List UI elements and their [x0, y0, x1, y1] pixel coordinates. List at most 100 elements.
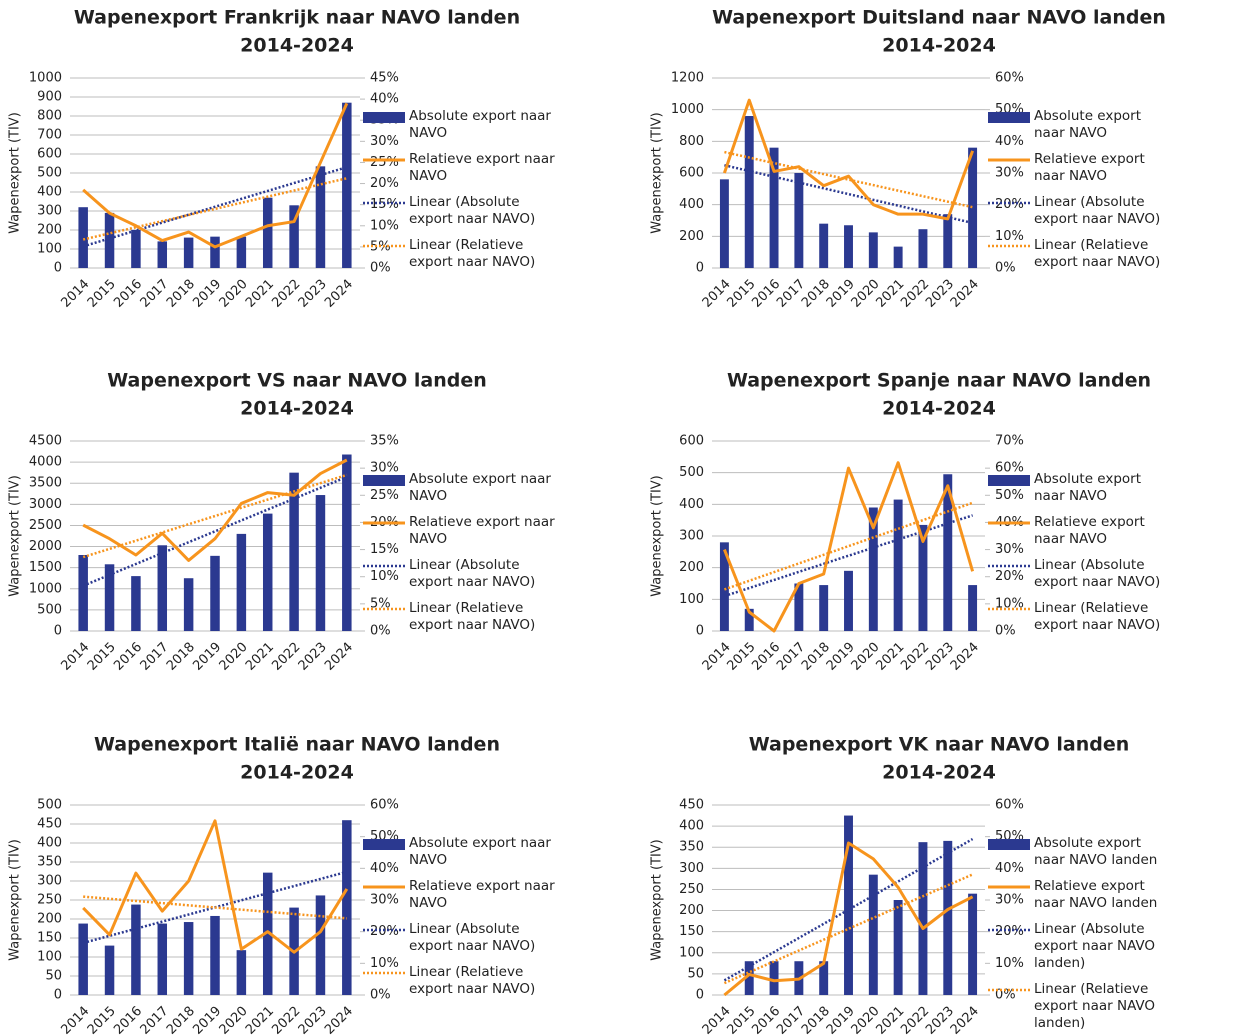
x-tick-label: 2020: [849, 277, 883, 311]
y-tick-label: 350: [37, 855, 62, 870]
bar: [262, 872, 273, 995]
x-tick-label: 2019: [824, 640, 858, 674]
x-tick-label: 2019: [190, 277, 224, 311]
x-tick-label: 2014: [700, 277, 734, 311]
legend-entry: Relatieve export naar NAVO landen: [1034, 878, 1157, 911]
legend-entry: Linear (Relatieve export naar NAVO): [409, 600, 536, 633]
x-tick-label: 2019: [190, 1004, 224, 1036]
y2-tick-label: 40%: [995, 861, 1024, 876]
bar: [719, 542, 729, 631]
legend-entry: Linear (Absolute export naar NAVO): [409, 921, 535, 954]
y2-tick-label: 30%: [995, 166, 1024, 181]
x-tick-label: 2014: [58, 277, 92, 311]
x-tick-label: 2022: [269, 640, 303, 674]
y-tick-label: 0: [696, 261, 704, 276]
y2-tick-label: 40%: [370, 92, 399, 107]
bar: [844, 815, 853, 995]
bar: [157, 241, 168, 268]
y2-tick-label: 30%: [370, 134, 399, 149]
y-tick-label: 900: [37, 90, 62, 105]
legend-label: Linear (Absolute export naar NAVO): [409, 194, 536, 227]
trendline: [83, 895, 347, 920]
bar: [744, 116, 754, 268]
x-tick-label: 2014: [58, 1004, 92, 1036]
y-axis-title: Wapenexport (TIV): [650, 112, 665, 234]
x-tick-label: 2017: [138, 277, 172, 311]
y2-tick-label: 10%: [995, 956, 1024, 971]
y-tick-label: 0: [696, 988, 704, 1003]
y-tick-label: 300: [679, 861, 704, 876]
x-tick-label: 2022: [898, 277, 932, 311]
bar: [868, 874, 878, 995]
legend-label: Linear (Relatieve export naar NAVO lande…: [1034, 981, 1156, 1031]
legend-label: Linear (Relatieve export naar NAVO): [409, 600, 536, 633]
legend-entry: Linear (Absolute export naar NAVO landen…: [1034, 921, 1156, 971]
legend-entry: Linear (Absolute export naar NAVO): [409, 194, 536, 227]
x-tick-label: 2023: [296, 640, 330, 674]
trendline: [724, 150, 973, 209]
y-tick-label: 0: [54, 624, 62, 639]
x-tick-label: 2015: [85, 1004, 119, 1036]
y2-tick-label: 10%: [370, 218, 399, 233]
bar: [236, 533, 247, 631]
bar: [893, 499, 903, 631]
x-tick-label: 2016: [749, 277, 783, 311]
y-tick-label: 3000: [29, 497, 62, 512]
y-tick-label: 2500: [29, 518, 62, 533]
bar: [104, 212, 115, 268]
x-tick-label: 2021: [243, 640, 277, 674]
bar: [289, 205, 299, 268]
y-tick-label: 2000: [29, 539, 62, 554]
y-axis-title: Wapenexport (TIV): [8, 112, 23, 234]
y-tick-label: 200: [679, 229, 704, 244]
x-tick-label: 2018: [164, 277, 198, 311]
legend-entry: Linear (Relatieve export naar NAVO): [1034, 237, 1160, 270]
x-tick-label: 2023: [923, 640, 957, 674]
legend-label: Linear (Relatieve export naar NAVO): [1034, 600, 1161, 633]
legend-entry: Absolute export naar NAVO: [409, 471, 551, 504]
y-tick-label: 600: [37, 147, 62, 162]
y-tick-label: 500: [37, 798, 62, 813]
legend-swatch: [988, 475, 1030, 486]
legend-entry: Relatieve export naar NAVO: [409, 878, 555, 911]
x-tick-label: 2017: [138, 640, 172, 674]
y2-tick-label: 0%: [370, 988, 391, 1003]
y2-tick-label: 0%: [995, 624, 1016, 639]
legend-label: Linear (Absolute export naar NAVO landen…: [1034, 921, 1156, 971]
chart-subtitle: 2014-2024: [240, 762, 354, 784]
x-tick-label: 2018: [799, 277, 833, 311]
y2-tick-label: 30%: [995, 542, 1024, 557]
bar: [794, 583, 804, 631]
legend-swatch: [363, 112, 405, 123]
chart-subtitle: 2014-2024: [882, 762, 996, 784]
y2-tick-label: 60%: [370, 798, 399, 813]
y2-tick-label: 35%: [370, 434, 399, 449]
bar: [315, 895, 326, 995]
y-tick-label: 0: [696, 624, 704, 639]
x-tick-label: 2024: [322, 277, 356, 311]
x-tick-label: 2021: [243, 1004, 277, 1036]
bar: [78, 207, 88, 268]
y2-tick-label: 50%: [995, 488, 1024, 503]
legend-label: Absolute export naar NAVO: [409, 108, 551, 141]
y2-tick-label: 15%: [370, 542, 399, 557]
legend-entry: Linear (Absolute export naar NAVO): [1034, 194, 1160, 227]
y-tick-label: 150: [37, 931, 62, 946]
y-tick-label: 200: [37, 912, 62, 927]
legend-entry: Relatieve export naar NAVO: [1034, 514, 1145, 547]
x-tick-label: 2023: [923, 277, 957, 311]
y2-tick-label: 10%: [995, 229, 1024, 244]
y-tick-label: 50: [687, 966, 704, 981]
y-tick-label: 200: [37, 223, 62, 238]
legend-label: Absolute export naar NAVO: [1034, 471, 1142, 504]
x-tick-label: 2022: [269, 277, 303, 311]
bar: [183, 237, 194, 268]
x-tick-label: 2024: [322, 640, 356, 674]
y-tick-label: 0: [54, 988, 62, 1003]
bar: [131, 576, 141, 631]
trendline: [82, 475, 348, 587]
y2-tick-label: 15%: [370, 197, 399, 212]
x-tick-label: 2018: [799, 640, 833, 674]
y-tick-label: 500: [37, 166, 62, 181]
y-tick-label: 450: [37, 817, 62, 832]
